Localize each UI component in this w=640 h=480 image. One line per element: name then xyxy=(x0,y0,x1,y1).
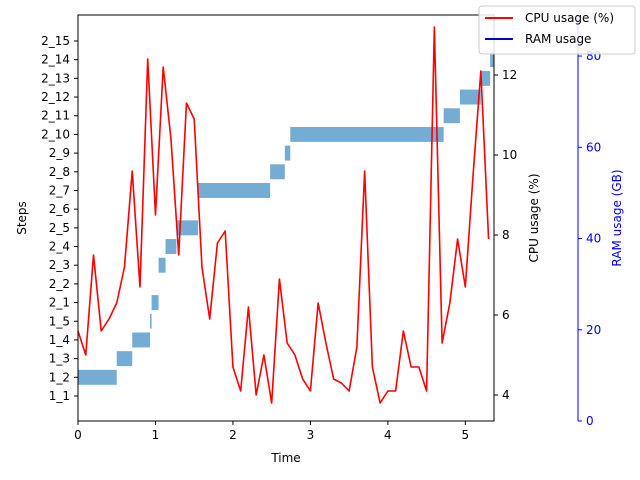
step-bar-2_1 xyxy=(151,295,159,311)
step-bar-2_10 xyxy=(290,126,444,142)
step-bar-2_7 xyxy=(198,183,271,198)
step-bar-1_4 xyxy=(132,332,151,348)
y-axis-steps: 1_1 1_2 1_3 1_4 1_5 2_1 2_2 2_3 2_4 2_5 2_6 2_7 2_8 2… xyxy=(41,34,78,403)
cpu-tick-label: 10 xyxy=(502,148,517,162)
cpu-axis-label: CPU usage (%) xyxy=(527,173,541,262)
step-bar-1_3 xyxy=(116,351,133,367)
y-tick-label: 1_1 xyxy=(49,389,70,403)
y-tick-label: 2_2 xyxy=(49,277,70,291)
step-bar-2_8 xyxy=(270,164,285,180)
x-tick-label: 1 xyxy=(152,428,160,442)
step-bar-2_12 xyxy=(459,89,481,105)
y-tick-label: 2_10 xyxy=(41,127,70,141)
legend-label: CPU usage (%) xyxy=(525,11,614,25)
cpu-tick-label: 12 xyxy=(502,68,517,82)
x-tick-label: 3 xyxy=(307,428,315,442)
step-bar-2_5 xyxy=(176,220,199,236)
y-tick-label: 2_14 xyxy=(41,53,70,67)
y-axis-cpu: 4 6 8 10 12 xyxy=(494,68,517,402)
y-tick-label: 2_13 xyxy=(41,71,70,85)
gantt-bars xyxy=(78,52,494,385)
y-tick-label: 2_12 xyxy=(41,90,70,104)
cpu-tick-label: 4 xyxy=(502,388,510,402)
ram-tick-label: 0 xyxy=(586,414,594,428)
y-tick-label: 2_11 xyxy=(41,109,70,123)
legend: CPU usage (%) RAM usage xyxy=(478,5,636,55)
y-tick-label: 1_4 xyxy=(49,333,70,347)
y-tick-label: 1_2 xyxy=(49,370,70,384)
y-tick-label: 2_3 xyxy=(49,258,70,272)
step-bar-2_14 xyxy=(490,52,494,68)
y-tick-label: 2_6 xyxy=(49,202,70,216)
x-axis-label: Time xyxy=(270,451,300,465)
plot-frame xyxy=(77,14,495,422)
x-tick-label: 4 xyxy=(384,428,392,442)
y-tick-label: 2_7 xyxy=(49,183,70,197)
ram-tick-label: 60 xyxy=(586,140,601,154)
step-bar-2_11 xyxy=(443,108,460,124)
step-bar-2_4 xyxy=(165,239,177,254)
y-axis-label: Steps xyxy=(15,201,29,235)
y-tick-label: 2_4 xyxy=(49,240,70,254)
legend-label: RAM usage xyxy=(525,32,591,46)
step-bar-2_13 xyxy=(480,70,491,86)
legend-box xyxy=(478,5,636,55)
y-tick-label: 2_1 xyxy=(49,296,70,310)
y-tick-label: 1_5 xyxy=(49,314,70,328)
step-bar-1_2 xyxy=(78,369,117,385)
ram-tick-label: 40 xyxy=(586,232,601,246)
cpu-usage-line xyxy=(77,26,490,404)
ram-tick-label: 20 xyxy=(586,323,601,337)
step-bar-2_9 xyxy=(284,145,291,161)
y-tick-label: 1_3 xyxy=(49,352,70,366)
step-bar-1_5 xyxy=(150,313,152,329)
cpu-series xyxy=(77,26,490,404)
x-tick-label: 5 xyxy=(462,428,470,442)
cpu-tick-label: 6 xyxy=(502,308,510,322)
x-axis: 0 1 2 3 4 5 xyxy=(74,421,469,442)
x-tick-label: 0 xyxy=(74,428,82,442)
y-tick-label: 2_8 xyxy=(49,165,70,179)
x-tick-label: 2 xyxy=(229,428,237,442)
cpu-tick-label: 8 xyxy=(502,228,510,242)
y-tick-label: 2_5 xyxy=(49,221,70,235)
y-tick-label: 2_9 xyxy=(49,146,70,160)
ram-axis-label: RAM usage (GB) xyxy=(610,169,624,266)
y-tick-label: 2_15 xyxy=(41,34,70,48)
step-bar-2_3 xyxy=(158,257,166,273)
